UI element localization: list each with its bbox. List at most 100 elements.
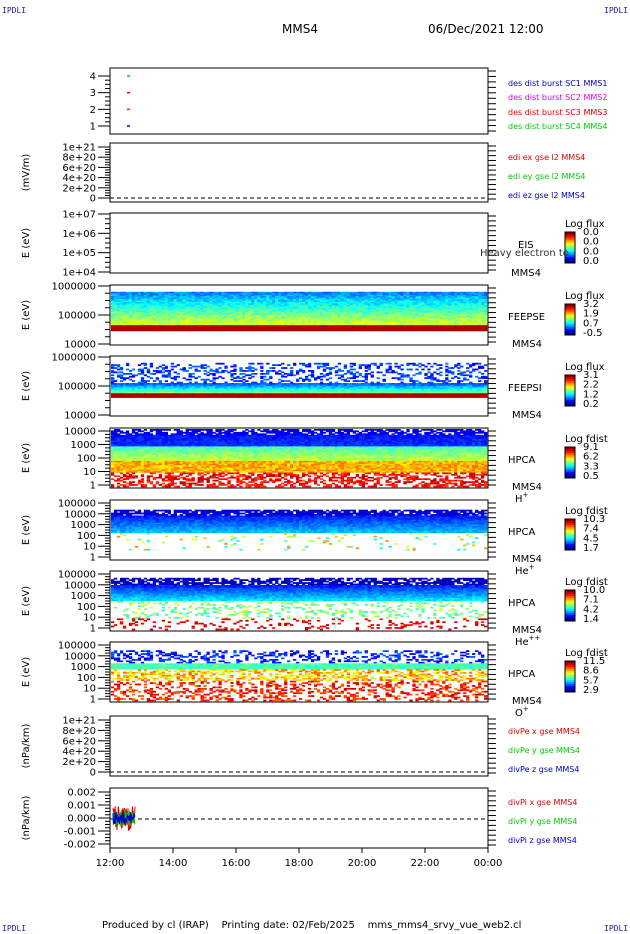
ytick-label: 1000000 bbox=[51, 353, 96, 364]
colorbar-segment bbox=[565, 305, 575, 309]
heatmap-feepse bbox=[111, 291, 488, 332]
colorbar-segment bbox=[565, 235, 575, 239]
panel-frame-eis bbox=[109, 212, 489, 274]
colorbar-segment bbox=[565, 690, 575, 693]
panel-sc-label-hpca_he: MMS4 bbox=[512, 554, 542, 565]
ytick-label: 10000 bbox=[64, 427, 96, 438]
panel-sc-label-feepsi: MMS4 bbox=[512, 410, 542, 421]
colorbar-segment bbox=[565, 617, 575, 620]
ytick-label: 3 bbox=[90, 88, 96, 99]
ytick-label: 0.002 bbox=[67, 788, 96, 799]
ytick-label: 1 bbox=[90, 481, 96, 492]
ylabel-hpca_h: E (eV) bbox=[21, 443, 32, 473]
ytick-label: 1000 bbox=[71, 662, 96, 673]
colorbar-segment bbox=[565, 402, 575, 405]
colorbar-tick: 11.5 bbox=[583, 656, 605, 667]
colorbar-title-hpca_h: Log fdist bbox=[565, 434, 608, 445]
colorbar-tick: 4.5 bbox=[583, 533, 599, 544]
colorbar-segment bbox=[565, 542, 575, 545]
panel-sc-label-hpca_he2: MMS4 bbox=[512, 625, 542, 636]
footer-produced-by: Produced by cl (IRAP) bbox=[102, 920, 209, 931]
ytick-label: 10000 bbox=[64, 340, 96, 351]
colorbar-segment bbox=[565, 315, 575, 319]
colorbar-segment bbox=[565, 615, 575, 618]
panel-label-hpca_he: HPCA bbox=[508, 527, 536, 538]
colorbar-tick: 10.0 bbox=[583, 585, 605, 596]
colorbar-segment bbox=[565, 597, 575, 601]
series-line-z bbox=[112, 811, 136, 826]
colorbar-segment bbox=[565, 593, 575, 597]
ytick-label: 1000 bbox=[71, 520, 96, 531]
legend-edi: edi ex gse l2 MMS4 bbox=[508, 153, 585, 162]
legend-divpe: divPe y gse MMS4 bbox=[508, 746, 580, 755]
colorbar-segment bbox=[565, 251, 575, 254]
ytick-label: 10000 bbox=[64, 580, 96, 591]
colorbar-tick: 0.0 bbox=[583, 237, 599, 248]
heatmap-feepsi bbox=[111, 362, 488, 398]
colorbar-segment bbox=[565, 333, 575, 336]
colorbar-segment bbox=[565, 454, 575, 458]
legend-divpi: divPi y gse MMS4 bbox=[508, 817, 577, 826]
footer-printing-date: Printing date: 02/Feb/2025 bbox=[221, 920, 355, 931]
colorbar-segment bbox=[565, 307, 575, 311]
ytick-label: 1e+05 bbox=[62, 248, 96, 259]
colorbar-title-hpca_he: Log fdist bbox=[565, 506, 608, 517]
colorbar-segment bbox=[565, 249, 575, 252]
species-label-hpca_h: H+ bbox=[515, 491, 529, 505]
ytick-label: 10000 bbox=[64, 411, 96, 422]
colorbar-frame-feepse bbox=[564, 303, 576, 336]
ytick-label: 100000 bbox=[58, 311, 96, 322]
colorbar-tick: 0.0 bbox=[583, 227, 599, 238]
ytick-label: 10 bbox=[83, 467, 96, 478]
panel-sc-label-hpca_o: MMS4 bbox=[512, 696, 542, 707]
colorbar-tick: -0.5 bbox=[583, 328, 603, 339]
ytick-label: 100 bbox=[77, 531, 96, 542]
colorbar-segment bbox=[565, 388, 575, 391]
colorbar-segment bbox=[565, 331, 575, 334]
colorbar-tick: 5.7 bbox=[583, 675, 599, 686]
colorbar-segment bbox=[565, 607, 575, 610]
colorbar-segment bbox=[565, 532, 575, 535]
ytick-label: -0.001 bbox=[64, 827, 96, 838]
species-label-hpca_o: O+ bbox=[515, 705, 529, 719]
ylabel-feepsi: E (eV) bbox=[21, 371, 32, 401]
ytick-label: 10 bbox=[83, 684, 96, 695]
colorbar-segment bbox=[565, 376, 575, 380]
colorbar-segment bbox=[565, 375, 575, 378]
colorbar-segment bbox=[565, 609, 575, 612]
colorbar-segment bbox=[565, 394, 575, 397]
legend-divpe: divPe x gse MMS4 bbox=[508, 727, 580, 736]
colorbar-title-eis: Log flux bbox=[565, 219, 605, 230]
colorbar-segment bbox=[565, 458, 575, 462]
corner-label-bottom-left: IPDLI bbox=[2, 924, 27, 933]
panel-frame-divpe bbox=[109, 715, 489, 777]
colorbar-segment bbox=[565, 522, 575, 526]
ytick-label: 1 bbox=[90, 122, 96, 133]
colorbar-segment bbox=[565, 456, 575, 460]
ytick-label: 100000 bbox=[58, 641, 96, 652]
colorbar-segment bbox=[565, 613, 575, 616]
colorbar-title-hpca_he2: Log fdist bbox=[565, 577, 608, 588]
colorbar-segment bbox=[565, 536, 575, 539]
legend-burst: des dist burst SC1 MMS1 bbox=[508, 79, 607, 88]
colorbar-title-feepsi: Log flux bbox=[565, 362, 605, 373]
xtick-label: 14:00 bbox=[159, 858, 188, 869]
colorbar-tick: 0.5 bbox=[583, 471, 599, 482]
panel-frame-divpi bbox=[109, 787, 489, 849]
ylabel-eis: E (eV) bbox=[21, 228, 32, 258]
colorbar-segment bbox=[565, 676, 575, 679]
colorbar-segment bbox=[565, 309, 575, 313]
colorbar-segment bbox=[565, 684, 575, 687]
corner-label-top-right: IPDLI bbox=[604, 6, 629, 15]
legend-divpi: divPi z gse MMS4 bbox=[508, 836, 577, 845]
legend-edi: edi ez gse l2 MMS4 bbox=[508, 191, 585, 200]
panel-sc-label-feepse: MMS4 bbox=[512, 339, 542, 350]
panel-sc-label-eis: MMS4 bbox=[511, 268, 541, 279]
ytick-label: 100000 bbox=[58, 382, 96, 393]
colorbar-title-hpca_o: Log fdist bbox=[565, 648, 608, 659]
legend-burst: des dist burst SC2 MMS2 bbox=[508, 93, 607, 102]
colorbar-segment bbox=[565, 674, 575, 677]
ylabel-divpe: (nPa/km) bbox=[21, 724, 32, 769]
corner-label-bottom-right: IPDLI bbox=[604, 924, 629, 933]
